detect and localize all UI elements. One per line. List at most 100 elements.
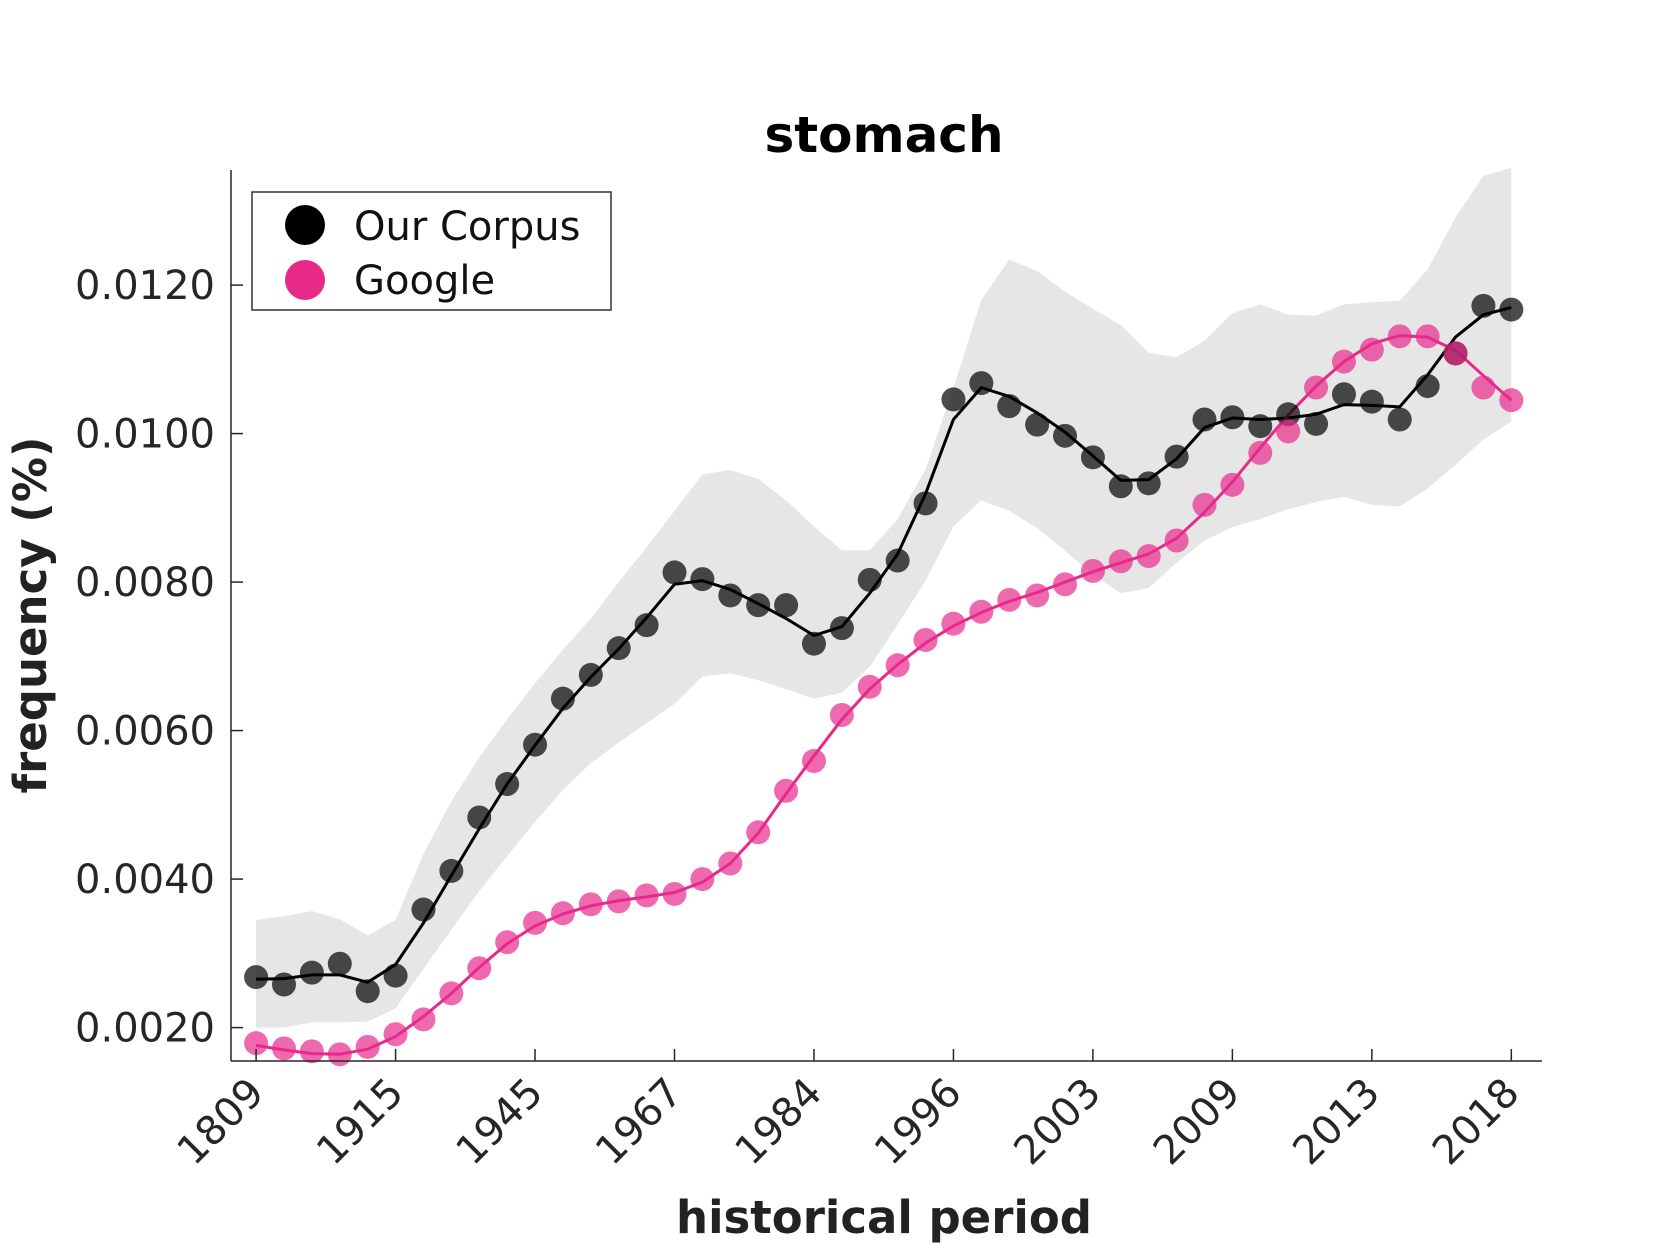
our-corpus-point — [913, 491, 938, 516]
our-corpus-point — [634, 613, 659, 638]
google-point — [1053, 572, 1078, 597]
y-tick-label: 0.0040 — [75, 857, 215, 903]
google-point — [1471, 375, 1496, 400]
our-corpus-point — [578, 662, 603, 687]
google-point — [941, 611, 966, 636]
our-corpus-point — [355, 979, 380, 1004]
our-corpus-point — [969, 371, 994, 396]
our-corpus-point — [1359, 389, 1384, 414]
google-point — [383, 1022, 408, 1047]
google-point — [1025, 583, 1050, 608]
our-corpus-point — [1136, 471, 1161, 496]
our-corpus-point — [495, 772, 520, 797]
our-corpus-point — [801, 631, 826, 656]
our-corpus-point — [1499, 297, 1524, 322]
our-corpus-point — [411, 897, 436, 922]
legend-label-our-corpus: Our Corpus — [354, 204, 580, 250]
google-point — [1499, 388, 1524, 413]
our-corpus-point — [690, 567, 715, 592]
google-point — [271, 1036, 296, 1061]
our-corpus-point — [1415, 374, 1440, 399]
google-point — [1164, 528, 1189, 553]
our-corpus-point — [439, 858, 464, 883]
google-point — [299, 1039, 324, 1064]
our-corpus-point — [244, 965, 269, 990]
google-point — [523, 910, 548, 935]
google-point — [1276, 419, 1301, 444]
our-corpus-point — [829, 616, 854, 641]
google-point — [1108, 549, 1133, 574]
google-point — [244, 1031, 269, 1056]
our-corpus-point — [774, 593, 799, 618]
google-point — [1387, 324, 1412, 349]
google-point — [1359, 337, 1384, 362]
google-points — [244, 324, 1524, 1067]
google-point — [829, 702, 854, 727]
google-point — [495, 930, 520, 955]
our-corpus-point — [1387, 407, 1412, 432]
our-corpus-fit-line — [256, 305, 1512, 984]
our-corpus-point — [1025, 412, 1050, 437]
our-corpus-point — [1220, 405, 1245, 430]
google-point — [327, 1042, 352, 1067]
our-corpus-point — [327, 951, 352, 976]
google-point — [801, 749, 826, 774]
google-point — [718, 851, 743, 876]
our-corpus-point — [941, 387, 966, 412]
our-corpus-point — [885, 548, 910, 573]
google-point — [1443, 341, 1468, 366]
our-corpus-point — [662, 560, 687, 585]
plot-area — [244, 167, 1524, 1067]
our-corpus-point — [1053, 423, 1078, 448]
google-point — [411, 1007, 436, 1032]
google-fit-line — [255, 334, 1513, 1056]
our-corpus-point — [1080, 445, 1105, 470]
legend-label-google: Google — [354, 258, 495, 304]
legend-marker-our-corpus — [285, 205, 325, 245]
our-corpus-point — [523, 732, 548, 757]
google-point — [1192, 492, 1217, 517]
chart-title: stomach — [764, 106, 1003, 164]
our-corpus-point — [467, 805, 492, 830]
google-point — [578, 892, 603, 917]
our-corpus-point — [1248, 414, 1273, 439]
our-corpus-point — [1276, 402, 1301, 427]
our-corpus-point — [1304, 411, 1329, 436]
google-point — [662, 881, 687, 906]
our-corpus-confidence-band — [256, 167, 1512, 1028]
google-point — [1220, 472, 1245, 497]
y-ticks: 0.0020 0.0040 0.0060 0.0080 0.0100 0.0120 — [75, 263, 243, 1052]
google-point — [467, 956, 492, 981]
our-corpus-point — [550, 686, 575, 711]
google-point — [857, 674, 882, 699]
our-corpus-point — [271, 972, 296, 997]
legend: Our Corpus Google — [251, 191, 612, 311]
our-corpus-point — [1108, 474, 1133, 499]
our-corpus-point — [997, 394, 1022, 419]
legend-marker-google — [285, 260, 325, 300]
our-corpus-point — [299, 960, 324, 985]
our-corpus-point — [857, 567, 882, 592]
google-point — [969, 599, 994, 624]
google-point — [439, 981, 464, 1006]
our-corpus-point — [1164, 444, 1189, 469]
y-axis-label: frequency (%) — [4, 437, 57, 794]
y-tick-label: 0.0060 — [75, 709, 215, 755]
google-point — [690, 867, 715, 892]
our-corpus-point — [746, 593, 771, 618]
x-axis-label: historical period — [676, 1191, 1092, 1244]
google-point — [606, 889, 631, 914]
google-point — [1080, 558, 1105, 583]
our-corpus-point — [1331, 382, 1356, 407]
google-point — [634, 883, 659, 908]
our-corpus-point — [383, 963, 408, 988]
our-corpus-point — [1471, 293, 1496, 318]
google-point — [885, 653, 910, 678]
our-corpus-points — [244, 293, 1524, 1004]
google-point — [1136, 544, 1161, 569]
y-tick-label: 0.0080 — [75, 560, 215, 606]
google-point — [1331, 349, 1356, 374]
google-point — [1248, 440, 1273, 465]
y-tick-label: 0.0100 — [75, 412, 215, 458]
